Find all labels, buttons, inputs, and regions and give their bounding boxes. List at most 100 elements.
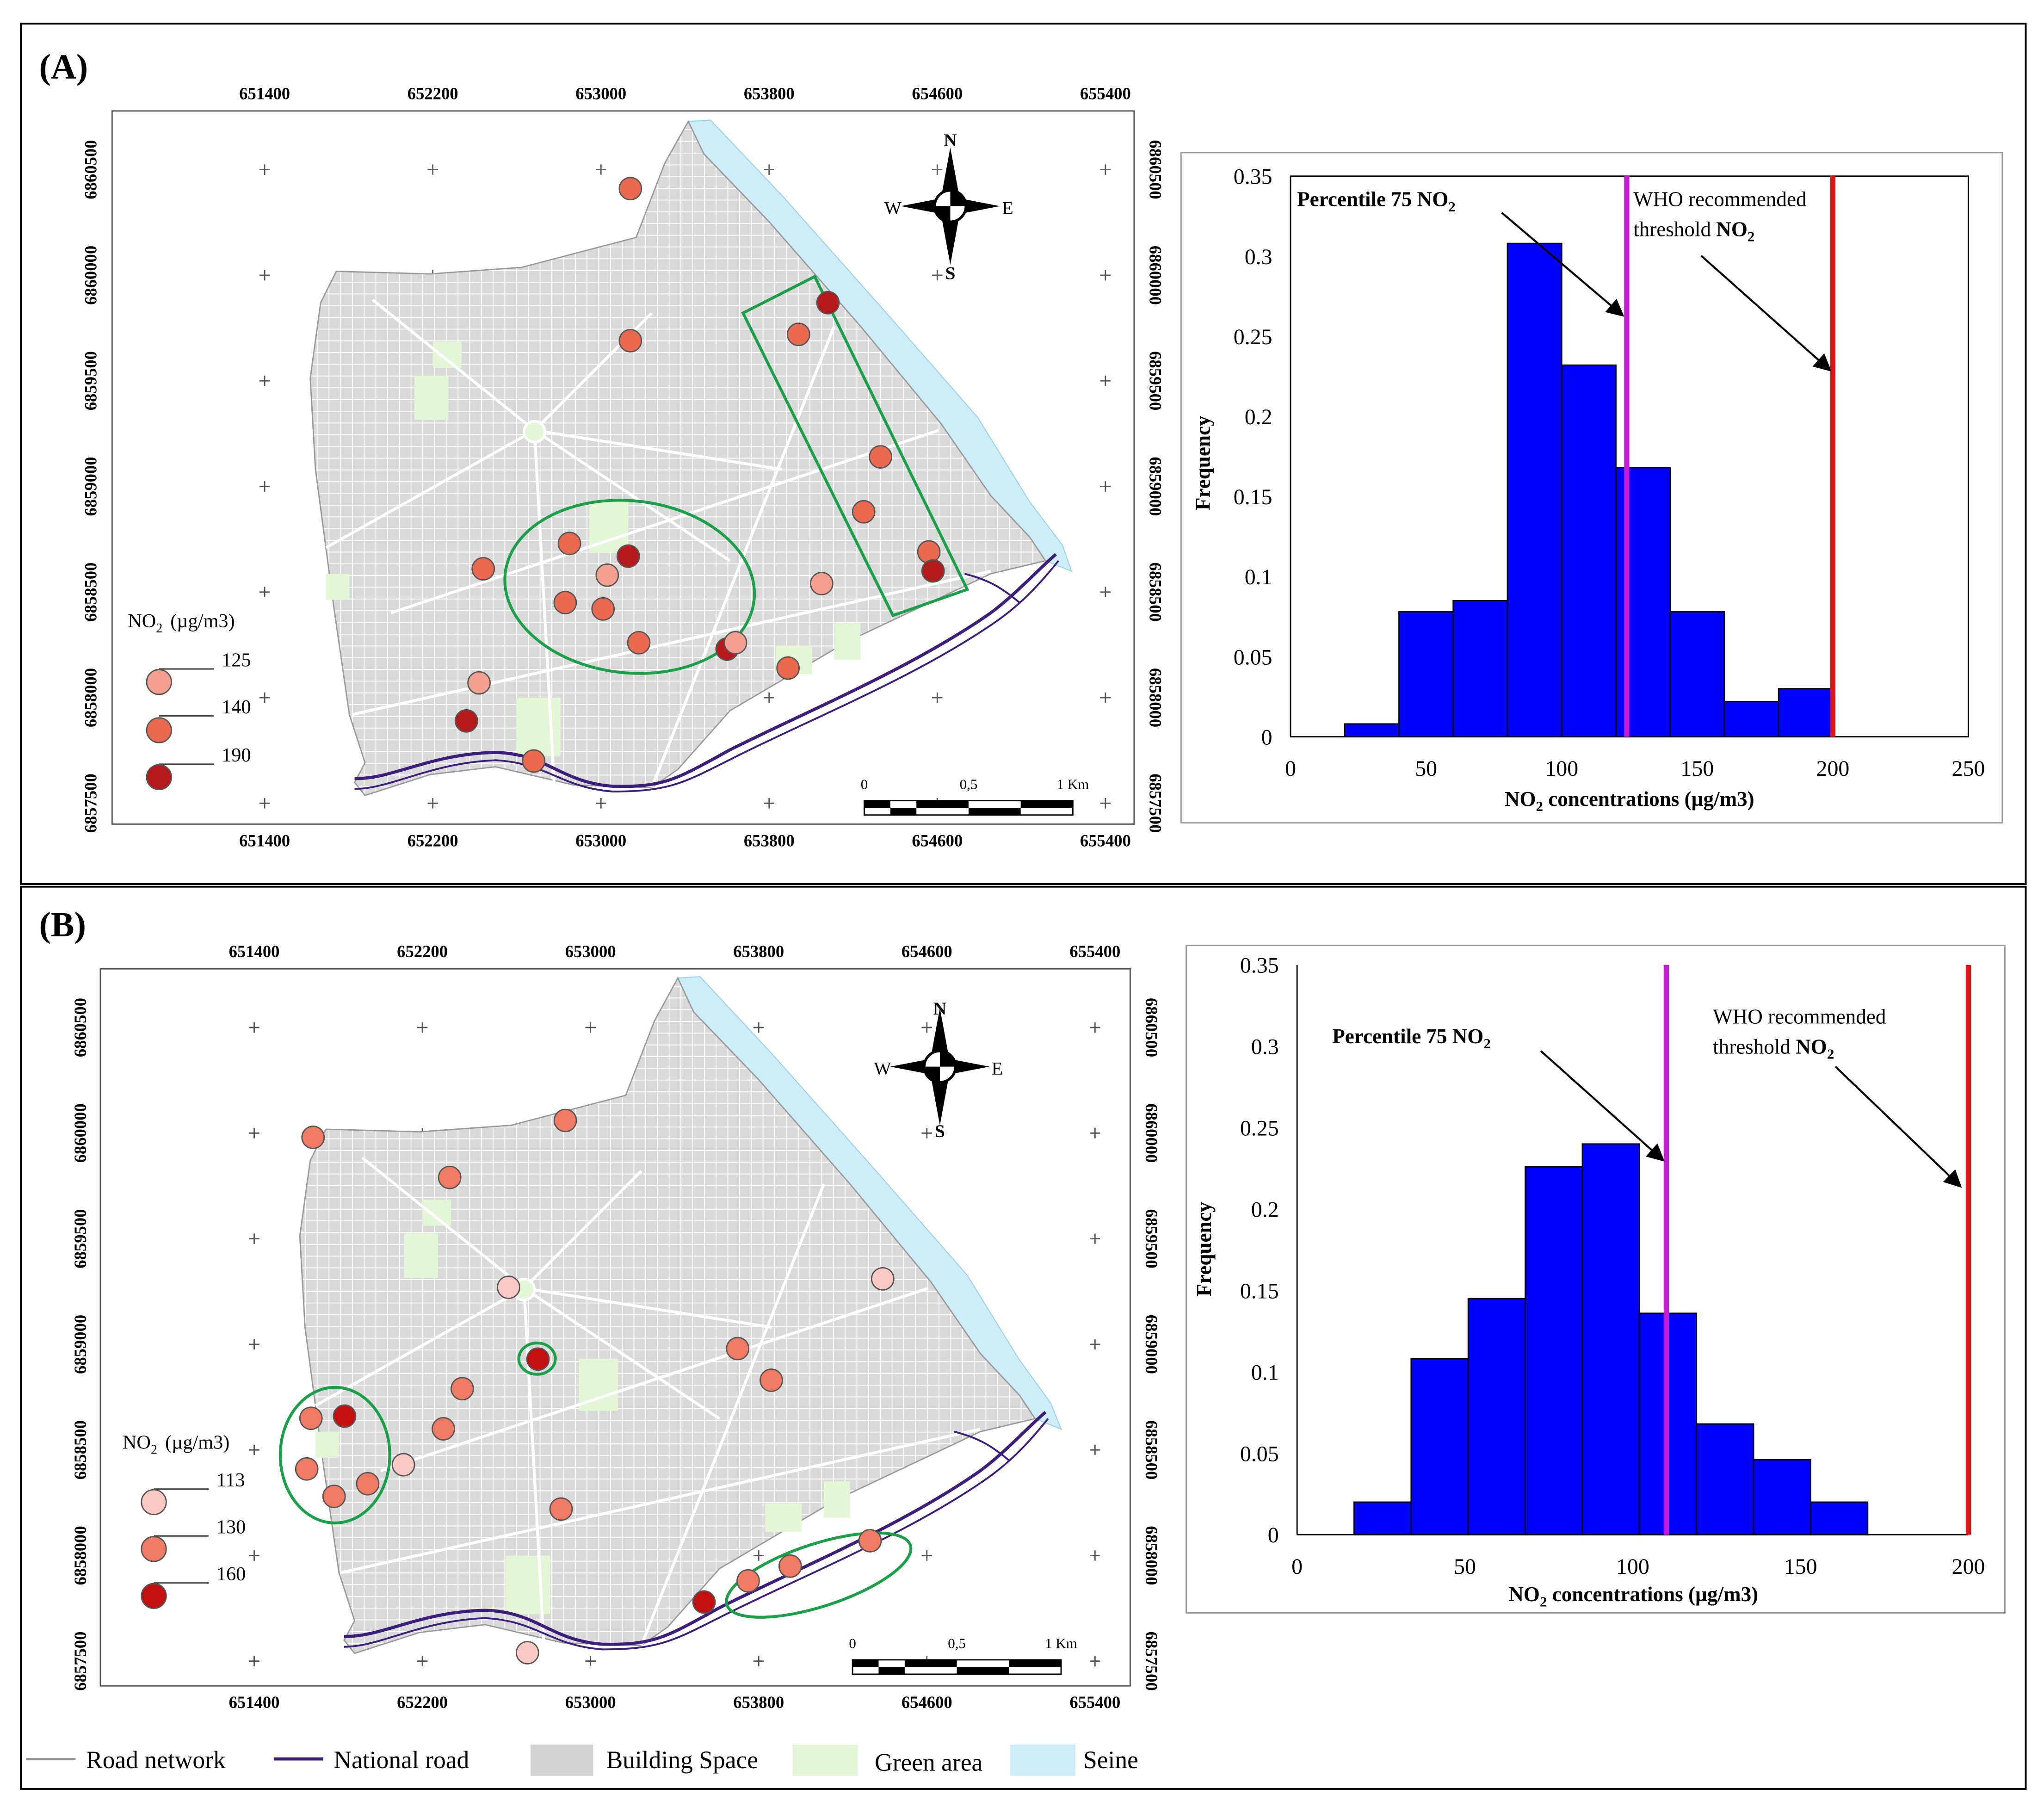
grid-cross [921,1022,932,1033]
histogram-bar [1410,1358,1469,1535]
legend-title: NO2 (µg/m3) [123,1431,229,1457]
road-segment [341,1183,981,1646]
histogram-bar [1353,1501,1412,1535]
map-b-xtick-bottom: 651400 [229,1693,280,1712]
grid-cross [1100,692,1111,703]
map-a-xtick-top: 652200 [408,84,458,103]
panel-a-label: (A) [39,47,88,86]
chart-a-who-annotation-line1: WHO recommended [1633,188,1806,211]
map-a-ytick-right: 6858500 [1146,563,1165,622]
monitoring-station [917,540,941,564]
compass-s-label: S [935,1121,945,1141]
monitoring-station [816,291,840,315]
map-a-xtick-bottom: 651400 [239,831,290,850]
histogram-bar [1525,1166,1583,1535]
legend-symbol-low [141,1489,167,1516]
x-tick-label: 0 [1285,756,1296,781]
histogram-bar [1723,701,1779,737]
monitoring-station [299,1406,323,1430]
map-b-ytick-right: 6857500 [1142,1632,1161,1691]
legend-symbol-low [146,669,173,695]
green-area [414,375,449,420]
map-a-y-ticks-right: 6860500 6860000 6859500 6859000 6858500 … [1146,140,1165,833]
monitoring-station [760,1368,783,1392]
grid-cross [249,1233,259,1244]
map-panel-b: 651400 652200 653000 653800 654600 65540… [71,942,1161,1712]
y-tick-label: 0.2 [1251,1198,1279,1222]
legend-value: 130 [216,1516,246,1538]
highlight-ellipse [517,1341,557,1376]
histogram-panel-a: 0 0.05 0.1 0.15 0.2 0.25 0.3 0.35 0 50 1… [1180,152,2003,823]
map-b-xtick-bottom: 653000 [565,1693,616,1712]
monitoring-station [301,1126,325,1149]
compass-e-label: E [992,1058,1003,1079]
map-a-stations [455,177,945,773]
grid-cross [753,1550,764,1561]
chart-b-y-label: Frequency [1192,1201,1216,1296]
y-tick-label: 0 [1261,725,1272,749]
main-roads [315,1157,981,1646]
monitoring-station [595,563,619,587]
map-a-xtick-bottom: 654600 [912,831,963,850]
map-a-ytick-left: 6858000 [81,668,100,727]
map-a-xtick-bottom: 653800 [744,831,795,850]
histogram-bar [1778,688,1834,737]
map-a-xtick-bottom: 653000 [575,831,626,850]
monitoring-station [553,1108,577,1132]
grid-cross [932,164,943,175]
grid-cross [259,270,270,281]
x-tick-label: 250 [1952,756,1985,781]
green-area [765,1503,802,1532]
map-a-ytick-left: 6860000 [81,246,100,305]
y-tick-label: 0.05 [1234,645,1272,669]
national-road [344,1411,1047,1646]
monitoring-station [723,631,747,655]
map-b-xtick-bottom: 653800 [733,1693,784,1712]
map-b-xtick-bottom: 655400 [1069,1693,1120,1712]
map-b-x-ticks-bottom: 651400 652200 653000 653800 654600 65540… [229,1693,1121,1712]
y-tick-label: 0.25 [1234,325,1272,349]
map-a-ytick-right: 6857500 [1146,774,1165,833]
x-tick-label: 100 [1545,756,1578,781]
map-b-ytick-left: 6859000 [71,1315,90,1374]
national-road [344,1418,1049,1651]
grid-cross [764,798,775,809]
map-a-xtick-top: 651400 [239,84,290,103]
grid-cross [1090,1339,1100,1350]
monitoring-station [467,671,491,695]
map-b-ytick-left: 6858000 [71,1526,90,1585]
scale-label: 0 [861,776,868,792]
map-a-xtick-top: 654600 [912,84,963,103]
monitoring-station [871,1267,895,1291]
map-b-xtick-top: 652200 [397,942,448,961]
map-b-ytick-left: 6857500 [71,1632,90,1691]
y-tick-label: 0.35 [1234,165,1272,189]
monitoring-station [497,1275,520,1299]
map-b-ytick-left: 6860500 [71,998,90,1057]
x-tick-label: 150 [1784,1554,1817,1579]
chart-b-reference-lines [1663,965,1971,1535]
road-segment [315,1157,772,1640]
legend-symbol-high [141,1583,167,1609]
monitoring-station [438,1165,462,1189]
map-a-ytick-right: 6860000 [1146,246,1165,305]
monitoring-station [618,177,642,201]
map-b-ytick-left: 6859500 [71,1209,90,1269]
chart-b-who-annotation-line2: threshold NO2 [1713,1035,1834,1062]
national-road [354,553,1057,788]
histogram-bar [1507,242,1562,737]
chart-b-x-ticks: 0 50 100 150 200 [1291,1554,1985,1579]
map-b-ytick-right: 6858000 [1142,1526,1161,1585]
grid-cross [249,1339,259,1350]
legend-value: 190 [222,744,251,766]
grid-cross [1100,270,1111,281]
map-panel-a: 651400 652200 653000 653800 654600 65540… [81,84,1165,850]
map-b-xtick-top: 653000 [565,942,616,961]
grid-cross [259,692,270,703]
panel-b-label: (B) [39,905,86,944]
y-tick-label: 0.3 [1245,245,1272,269]
map-b-y-ticks-right: 6860500 6860000 6859500 6859000 6858500 … [1142,998,1161,1691]
grid-cross [249,1444,259,1455]
legend-label-green-area: Green area [875,1748,982,1776]
y-tick-label: 0.15 [1240,1279,1279,1303]
